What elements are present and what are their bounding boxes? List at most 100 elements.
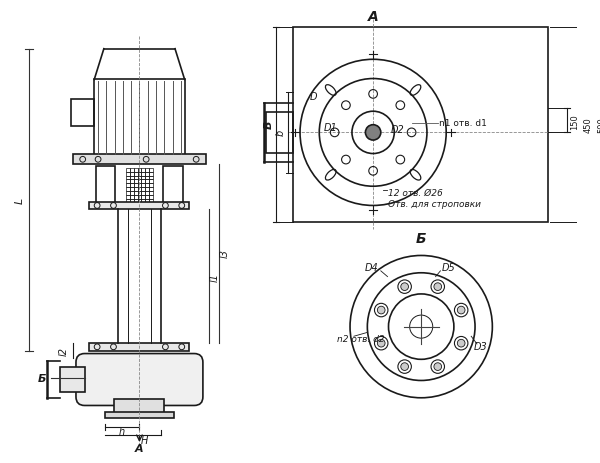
Bar [137, 195, 142, 199]
Circle shape [457, 339, 465, 347]
Bar [142, 169, 145, 172]
Text: Б: Б [416, 232, 427, 245]
Bar [134, 188, 137, 192]
Bar [94, 80, 185, 157]
Bar [96, 167, 115, 205]
Bar [130, 169, 134, 172]
Bar [126, 176, 130, 180]
Bar [142, 199, 145, 203]
Text: l2: l2 [58, 346, 68, 356]
Bar [134, 184, 137, 188]
Bar [126, 195, 130, 199]
Bar [293, 27, 548, 222]
Bar [130, 188, 134, 192]
Text: h: h [119, 426, 125, 437]
Bar [149, 172, 153, 176]
Bar [126, 184, 130, 188]
Text: D5: D5 [441, 263, 455, 272]
Bar [89, 202, 190, 210]
Bar [126, 192, 130, 195]
Text: D1: D1 [324, 122, 338, 132]
Bar [137, 180, 142, 184]
Circle shape [377, 339, 385, 347]
Bar [149, 169, 153, 172]
Text: D3: D3 [474, 341, 488, 351]
Circle shape [365, 125, 381, 141]
Bar [134, 192, 137, 195]
Circle shape [434, 363, 442, 371]
Bar [142, 195, 145, 199]
Bar [130, 195, 134, 199]
Bar [145, 176, 149, 180]
Text: D: D [310, 92, 317, 101]
Bar [126, 199, 130, 203]
FancyBboxPatch shape [76, 354, 203, 406]
Bar [105, 413, 174, 418]
Circle shape [434, 283, 442, 291]
Bar [149, 192, 153, 195]
Text: 12 отв. Ø26: 12 отв. Ø26 [388, 188, 442, 197]
Bar [71, 100, 94, 126]
Bar [137, 176, 142, 180]
Bar [134, 172, 137, 176]
Text: A: A [135, 443, 144, 453]
Bar [130, 184, 134, 188]
Text: l1: l1 [209, 273, 220, 282]
Text: H: H [140, 435, 148, 445]
Bar [137, 184, 142, 188]
Bar [145, 199, 149, 203]
Bar [149, 176, 153, 180]
Bar [126, 180, 130, 184]
Text: b: b [276, 130, 286, 136]
Bar [130, 199, 134, 203]
Text: D2: D2 [390, 124, 404, 134]
Bar [266, 113, 293, 153]
Bar [134, 169, 137, 172]
Bar [134, 199, 137, 203]
Bar [149, 188, 153, 192]
Text: 150: 150 [571, 114, 580, 130]
Bar [145, 172, 149, 176]
Text: 450: 450 [584, 117, 593, 133]
Bar [149, 180, 153, 184]
Circle shape [377, 307, 385, 314]
Bar [130, 172, 134, 176]
Bar [149, 195, 153, 199]
Text: Б: Б [38, 373, 47, 383]
Bar [149, 184, 153, 188]
Bar [134, 195, 137, 199]
Bar [137, 172, 142, 176]
Bar [145, 188, 149, 192]
Bar [142, 192, 145, 195]
Bar [126, 188, 130, 192]
Bar [73, 155, 206, 165]
Bar [126, 169, 130, 172]
Bar [115, 399, 164, 414]
Bar [149, 199, 153, 203]
Text: 500: 500 [598, 117, 600, 133]
Bar [145, 192, 149, 195]
Bar [134, 176, 137, 180]
Bar [145, 180, 149, 184]
Text: l3: l3 [220, 249, 230, 257]
Text: n2 отв. d2: n2 отв. d2 [337, 334, 384, 343]
Bar [142, 184, 145, 188]
Bar [145, 195, 149, 199]
Bar [142, 172, 145, 176]
Bar [137, 192, 142, 195]
Bar [134, 180, 137, 184]
Bar [145, 169, 149, 172]
Bar [130, 192, 134, 195]
Text: B: B [263, 121, 273, 129]
Bar [130, 180, 134, 184]
Bar [145, 184, 149, 188]
Text: n1 отв. d1: n1 отв. d1 [439, 119, 487, 128]
Bar [142, 176, 145, 180]
Bar [130, 176, 134, 180]
Text: Отв. для строповки: Отв. для строповки [388, 200, 481, 209]
Text: L: L [15, 197, 25, 203]
Bar [137, 188, 142, 192]
Text: А: А [368, 10, 379, 24]
Bar [163, 167, 183, 205]
Bar [137, 199, 142, 203]
